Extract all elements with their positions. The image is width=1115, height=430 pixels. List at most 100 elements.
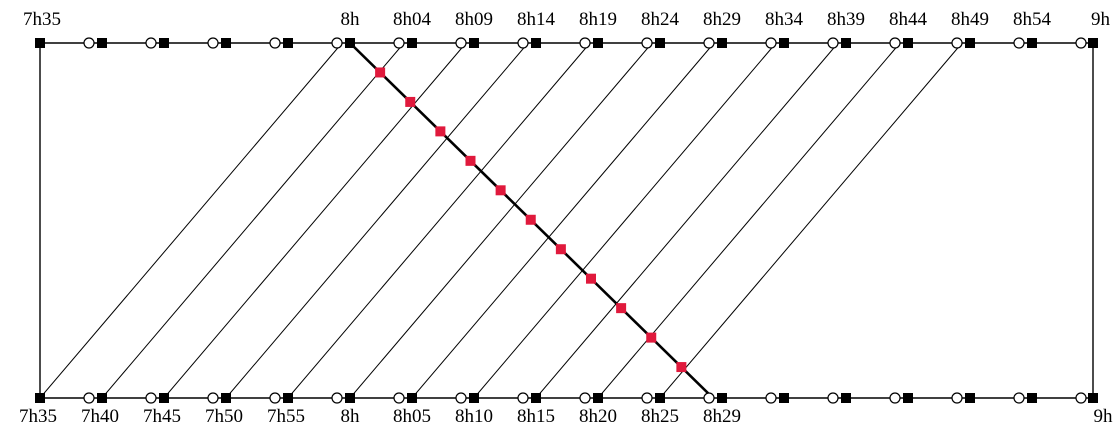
diagonal-line-6 xyxy=(349,42,653,399)
bottom-square-marker-15 xyxy=(965,393,975,403)
top-time-label-12: 8h54 xyxy=(1013,9,1052,30)
bottom-circle-marker-16 xyxy=(1013,392,1025,404)
top-circle-marker-3 xyxy=(207,37,219,49)
top-time-label-8: 8h34 xyxy=(765,9,804,30)
bottom-circle-marker-4 xyxy=(269,392,281,404)
diagonal-line-8 xyxy=(473,42,777,399)
top-square-marker-5 xyxy=(345,38,355,48)
bottom-square-marker-3 xyxy=(221,393,231,403)
top-circle-marker-5 xyxy=(331,37,343,49)
top-square-marker-10 xyxy=(655,38,665,48)
bottom-time-label-12: 9h xyxy=(1094,406,1114,427)
top-circle-marker-11 xyxy=(703,37,715,49)
crossing-marker-10 xyxy=(646,332,657,343)
top-time-label-6: 8h24 xyxy=(641,9,680,30)
bottom-circle-marker-8 xyxy=(517,392,529,404)
bottom-circle-marker-13 xyxy=(827,392,839,404)
top-square-marker-11 xyxy=(717,38,727,48)
top-circle-marker-1 xyxy=(83,37,95,49)
bottom-square-marker-2 xyxy=(159,393,169,403)
top-time-label-4: 8h14 xyxy=(517,9,556,30)
bottom-circle-marker-14 xyxy=(889,392,901,404)
diagonal-line-3 xyxy=(163,42,467,399)
bottom-time-label-5: 8h xyxy=(341,406,361,427)
bottom-time-label-4: 7h55 xyxy=(267,406,305,427)
top-circle-marker-15 xyxy=(951,37,963,49)
bottom-square-marker-12 xyxy=(779,393,789,403)
top-square-marker-7 xyxy=(469,38,479,48)
top-time-label-1: 8h xyxy=(341,9,361,30)
top-circle-marker-14 xyxy=(889,37,901,49)
top-square-marker-15 xyxy=(965,38,975,48)
crossing-marker-7 xyxy=(555,244,566,255)
crossing-marker-2 xyxy=(405,96,416,107)
bottom-square-marker-14 xyxy=(903,393,913,403)
bottom-square-marker-16 xyxy=(1027,393,1037,403)
top-square-marker-1 xyxy=(97,38,107,48)
top-circle-marker-12 xyxy=(765,37,777,49)
bottom-square-marker-4 xyxy=(283,393,293,403)
bottom-square-marker-5 xyxy=(345,393,355,403)
top-circle-marker-4 xyxy=(269,37,281,49)
diagonal-line-2 xyxy=(101,42,405,399)
diagonal-line-11 xyxy=(659,42,963,399)
diagonal-line-10 xyxy=(597,42,901,399)
crossing-marker-3 xyxy=(435,126,446,137)
top-circle-marker-16 xyxy=(1013,37,1025,49)
top-time-label-0: 7h35 xyxy=(23,9,61,30)
bottom-time-label-2: 7h45 xyxy=(143,406,181,427)
bottom-circle-marker-1 xyxy=(83,392,95,404)
bottom-square-marker-10 xyxy=(655,393,665,403)
top-square-marker-3 xyxy=(221,38,231,48)
bottom-circle-marker-3 xyxy=(207,392,219,404)
bottom-circle-marker-2 xyxy=(145,392,157,404)
bottom-time-label-11: 8h29 xyxy=(703,406,741,427)
bottom-time-label-9: 8h20 xyxy=(579,406,617,427)
top-square-marker-6 xyxy=(407,38,417,48)
bottom-circle-marker-11 xyxy=(703,392,715,404)
top-circle-marker-6 xyxy=(393,37,405,49)
top-circle-marker-13 xyxy=(827,37,839,49)
top-square-marker-0 xyxy=(35,38,45,48)
crossing-marker-11 xyxy=(676,362,687,373)
bottom-square-marker-13 xyxy=(841,393,851,403)
top-circle-marker-9 xyxy=(579,37,591,49)
top-circle-marker-8 xyxy=(517,37,529,49)
bottom-circle-marker-15 xyxy=(951,392,963,404)
top-square-marker-end xyxy=(1088,38,1098,48)
top-time-label-7: 8h29 xyxy=(703,9,741,30)
bottom-square-marker-6 xyxy=(407,393,417,403)
top-time-label-11: 8h49 xyxy=(951,9,989,30)
crossing-marker-6 xyxy=(525,214,536,225)
diagonal-line-5 xyxy=(287,42,591,399)
crossing-marker-5 xyxy=(495,185,506,196)
bottom-square-marker-1 xyxy=(97,393,107,403)
bottom-square-marker-7 xyxy=(469,393,479,403)
bottom-time-label-1: 7h40 xyxy=(81,406,119,427)
diagonal-line-1 xyxy=(39,42,343,399)
top-circle-marker-7 xyxy=(455,37,467,49)
bottom-circle-marker-6 xyxy=(393,392,405,404)
top-circle-marker-10 xyxy=(641,37,653,49)
bottom-time-label-10: 8h25 xyxy=(641,406,679,427)
top-circle-marker-2 xyxy=(145,37,157,49)
bottom-square-marker-8 xyxy=(531,393,541,403)
lines-layer xyxy=(39,42,1094,399)
bottom-circle-marker-5 xyxy=(331,392,343,404)
bottom-circle-marker-9 xyxy=(579,392,591,404)
bottom-circle-marker-7 xyxy=(455,392,467,404)
top-square-marker-8 xyxy=(531,38,541,48)
top-time-label-3: 8h09 xyxy=(455,9,493,30)
crossing-marker-9 xyxy=(616,303,627,314)
top-square-marker-4 xyxy=(283,38,293,48)
bottom-square-marker-9 xyxy=(593,393,603,403)
top-time-label-5: 8h19 xyxy=(579,9,617,30)
top-square-marker-2 xyxy=(159,38,169,48)
bottom-square-marker-end xyxy=(1088,393,1098,403)
bottom-square-marker-0 xyxy=(35,393,45,403)
top-time-label-2: 8h04 xyxy=(393,9,432,30)
labels-layer: 7h35 8h 8h04 8h09 8h14 8h19 8h24 8h29 8h34 8h39 8h… xyxy=(19,9,1113,427)
bottom-square-marker-11 xyxy=(717,393,727,403)
top-square-marker-13 xyxy=(841,38,851,48)
